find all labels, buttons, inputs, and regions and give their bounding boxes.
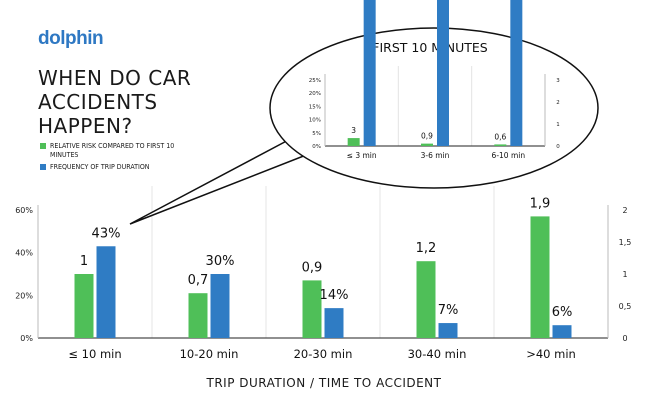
x-tick-label-30-40-min: 30-40 min [408,347,467,361]
bar-20-30-min-relative-risk [302,280,322,338]
inset-bar-3-min-relative-risk [347,138,360,146]
bar-10-min-relative-risk [74,274,94,338]
inset-data-label-3-min-relative-risk: 3 [351,126,356,135]
inset-title: FIRST 10 MINUTES [372,40,487,55]
bar-40-min-frequency [552,325,572,338]
left-tick-label: 20% [15,291,33,300]
data-label-10-20-min-frequency: 30% [206,254,235,269]
brand-logo: dolphin [38,28,104,49]
inset-left-tick-label: 10% [309,118,321,124]
bar-10-min-frequency [96,246,116,338]
inset-data-label-6-10-min-relative-risk: 0,6 [494,132,506,141]
callout-seam [292,134,328,149]
right-tick-label: 0,5 [619,302,632,311]
legend-label-relative-risk: RELATIVE RISK COMPARED TO FIRST 10 MINUT… [50,142,175,159]
right-tick-label: 1,5 [619,238,632,247]
x-tick-label-10-min: ≤ 10 min [68,347,121,361]
page-title: WHEN DO CAR ACCIDENTS HAPPEN? [38,66,192,138]
inset-bar-3-6-min-relative-risk [421,143,433,146]
inset-right-tick-label: 0 [556,144,560,150]
inset-left-tick-label: 25% [309,78,321,84]
inset-x-tick-label-3-min: ≤ 3 min [347,151,377,160]
right-tick-label: 0 [622,334,627,343]
callout-pointer [129,135,325,225]
inset-right-tick-label: 3 [556,78,560,84]
x-tick-label-20-30-min: 20-30 min [294,347,353,361]
data-label-20-30-min-relative-risk: 0,9 [302,260,323,275]
bar-30-40-min-relative-risk [416,261,436,338]
bar-40-min-relative-risk [530,216,550,338]
left-tick-label: 0% [20,334,33,343]
legend-label-trip-frequency: FREQUENCY OF TRIP DURATION [50,163,150,171]
inset-left-tick-label: 20% [309,91,321,97]
inset-x-tick-label-3-6-min: 3-6 min [421,151,450,160]
right-tick-label: 1 [622,270,627,279]
legend-swatch-blue [40,164,46,170]
left-tick-label: 40% [15,249,33,258]
inset-right-tick-label: 1 [556,122,560,128]
x-tick-label-10-20-min: 10-20 min [180,347,239,361]
inset-data-label-3-6-min-relative-risk: 0,9 [421,132,433,141]
legend: RELATIVE RISK COMPARED TO FIRST 10 MINUT… [40,142,200,175]
inset-bar-6-10-min-relative-risk [494,144,507,146]
legend-swatch-green [40,143,46,149]
data-label-40-min-frequency: 6% [552,305,573,320]
right-tick-label: 2 [622,206,627,215]
bar-30-40-min-frequency [438,323,458,338]
inset-bar-3-min-frequency [363,0,376,146]
data-label-10-20-min-relative-risk: 0,7 [188,273,209,288]
inset-bar-6-10-min-frequency [510,0,523,146]
inset-right-tick-label: 2 [556,100,560,106]
inset-left-tick-label: 5% [312,131,321,137]
bar-20-30-min-frequency [324,308,344,338]
legend-item-trip-frequency: FREQUENCY OF TRIP DURATION [40,163,200,172]
x-axis-title: TRIP DURATION / TIME TO ACCIDENT [206,376,442,390]
data-label-10-min-relative-risk: 1 [80,254,88,269]
data-label-30-40-min-relative-risk: 1,2 [416,241,437,256]
legend-item-relative-risk: RELATIVE RISK COMPARED TO FIRST 10 MINUT… [40,142,200,160]
data-label-10-min-frequency: 43% [92,226,121,241]
data-label-40-min-relative-risk: 1,9 [530,196,551,211]
inset-bar-3-6-min-frequency [437,0,449,146]
inset-left-tick-label: 15% [309,104,321,110]
data-label-30-40-min-frequency: 7% [438,303,459,318]
data-label-20-30-min-frequency: 14% [320,288,349,303]
inset-x-tick-label-6-10-min: 6-10 min [492,151,526,160]
x-tick-label-40-min: >40 min [526,347,576,361]
bar-10-20-min-relative-risk [188,293,208,338]
left-tick-label: 60% [15,206,33,215]
bar-10-20-min-frequency [210,274,230,338]
inset-left-tick-label: 0% [312,144,321,150]
